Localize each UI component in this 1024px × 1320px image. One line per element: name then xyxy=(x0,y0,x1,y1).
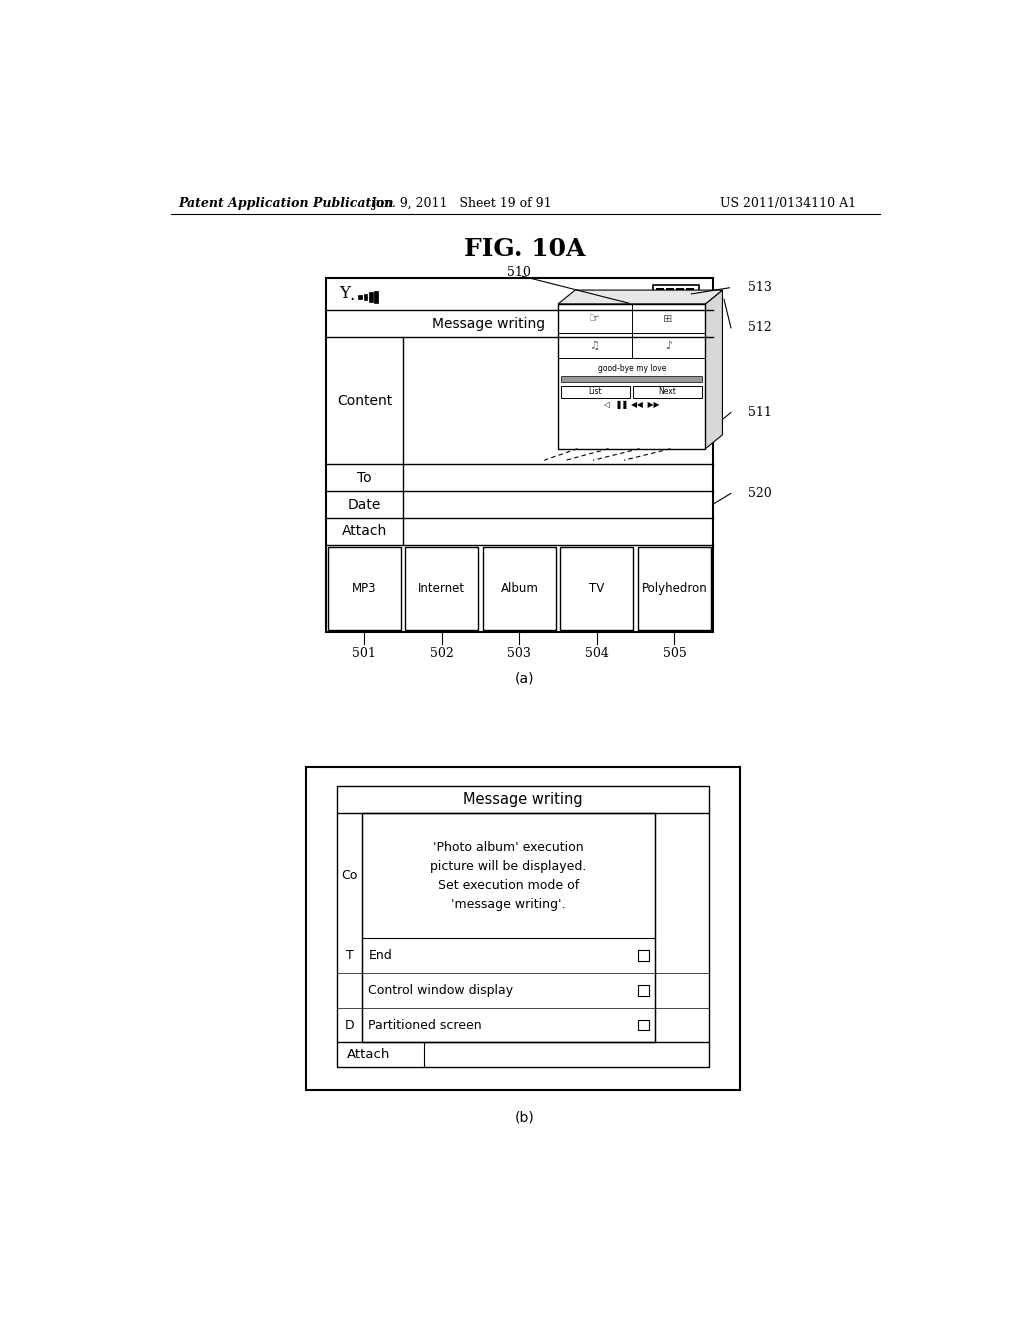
Bar xyxy=(638,985,649,995)
Text: 505: 505 xyxy=(663,647,686,660)
Text: Message writing: Message writing xyxy=(432,317,545,330)
Bar xyxy=(676,288,684,300)
Text: 512: 512 xyxy=(748,321,772,334)
Bar xyxy=(362,813,655,1043)
Text: D: D xyxy=(345,1019,354,1031)
Bar xyxy=(638,950,649,961)
Bar xyxy=(406,548,478,630)
Text: Next: Next xyxy=(658,387,676,396)
Polygon shape xyxy=(706,290,722,449)
Bar xyxy=(558,304,706,449)
Text: .: . xyxy=(349,286,354,305)
Bar xyxy=(652,285,699,302)
Text: Album: Album xyxy=(501,582,539,595)
Text: Message writing: Message writing xyxy=(464,792,583,807)
Bar xyxy=(369,293,373,302)
Bar xyxy=(666,288,674,300)
Bar xyxy=(483,548,556,630)
Text: Attach: Attach xyxy=(347,1048,391,1061)
Bar xyxy=(560,548,633,630)
Bar xyxy=(375,292,378,302)
Text: 513: 513 xyxy=(748,281,772,294)
Bar xyxy=(655,288,664,300)
Text: Control window display: Control window display xyxy=(369,983,513,997)
Bar xyxy=(306,767,740,1090)
Text: 510: 510 xyxy=(508,265,531,279)
Bar xyxy=(364,293,368,301)
Bar xyxy=(328,548,400,630)
Text: Jun. 9, 2011   Sheet 19 of 91: Jun. 9, 2011 Sheet 19 of 91 xyxy=(371,197,552,210)
Text: Internet: Internet xyxy=(419,582,466,595)
Text: 'Photo album' execution
picture will be displayed.
Set execution mode of
'messag: 'Photo album' execution picture will be … xyxy=(430,841,587,911)
Text: MP3: MP3 xyxy=(352,582,377,595)
Text: Polyhedron: Polyhedron xyxy=(641,582,708,595)
Text: List: List xyxy=(589,387,602,396)
Text: Content: Content xyxy=(337,393,392,408)
Text: Date: Date xyxy=(348,498,381,512)
Text: ♪: ♪ xyxy=(665,341,672,351)
Text: Attach: Attach xyxy=(342,524,387,539)
Bar xyxy=(326,277,713,632)
Text: ◁  ▐▐  ◀◀  ▶▶: ◁ ▐▐ ◀◀ ▶▶ xyxy=(604,400,659,408)
Text: T: T xyxy=(346,949,353,962)
Text: ⊞: ⊞ xyxy=(664,314,673,323)
Text: 511: 511 xyxy=(748,407,772,418)
Bar xyxy=(358,294,362,300)
Bar xyxy=(638,1019,649,1031)
Text: FIG. 10A: FIG. 10A xyxy=(464,238,586,261)
Text: End: End xyxy=(369,949,392,962)
Text: 502: 502 xyxy=(430,647,454,660)
Text: ☞: ☞ xyxy=(589,312,600,325)
Polygon shape xyxy=(558,290,722,304)
Bar xyxy=(686,288,693,300)
Bar xyxy=(699,290,703,297)
Text: Co: Co xyxy=(341,869,357,882)
Text: Partitioned screen: Partitioned screen xyxy=(369,1019,482,1031)
Text: TV: TV xyxy=(589,582,604,595)
Text: ♫: ♫ xyxy=(590,341,599,351)
Text: (a): (a) xyxy=(515,671,535,685)
Bar xyxy=(337,785,710,1067)
Text: US 2011/0134110 A1: US 2011/0134110 A1 xyxy=(720,197,856,210)
Bar xyxy=(561,385,630,397)
Text: 520: 520 xyxy=(748,487,772,500)
Bar xyxy=(633,385,702,397)
Text: 503: 503 xyxy=(508,647,531,660)
Text: To: To xyxy=(357,470,372,484)
Text: good-bye my love: good-bye my love xyxy=(598,364,666,374)
Text: Y: Y xyxy=(340,285,350,302)
Text: 504: 504 xyxy=(585,647,609,660)
Bar xyxy=(638,548,711,630)
Text: (b): (b) xyxy=(515,1110,535,1125)
Text: Patent Application Publication: Patent Application Publication xyxy=(178,197,394,210)
Text: 501: 501 xyxy=(352,647,376,660)
Bar xyxy=(561,376,702,383)
